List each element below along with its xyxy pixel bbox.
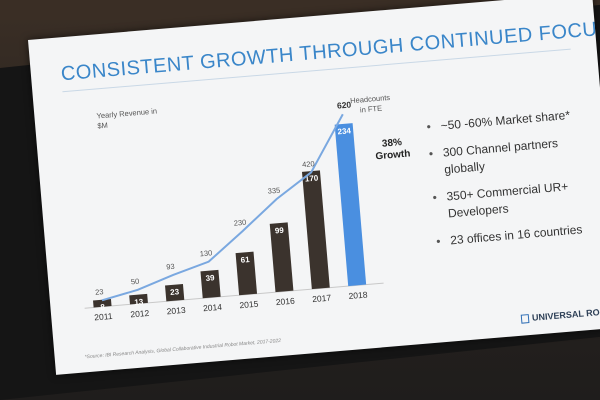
line-value-label-2018: 620 — [337, 99, 352, 110]
line-value-label-2013: 93 — [166, 262, 175, 272]
x-tick-label-2017: 2017 — [312, 293, 332, 305]
bar-value-label-2016: 99 — [275, 226, 285, 236]
bar-value-label-2014: 39 — [205, 273, 215, 283]
line-value-label-2011: 23 — [95, 287, 104, 297]
bar-2011 — [93, 298, 112, 308]
x-tick-label-2012: 2012 — [130, 308, 150, 320]
line-value-label-2015: 230 — [233, 218, 246, 228]
bar-2013 — [165, 283, 185, 302]
x-tick-label-2013: 2013 — [166, 305, 186, 317]
bullet-channel-partners: 300 Channel partners globally — [428, 131, 600, 179]
line-value-label-2016: 335 — [267, 186, 280, 196]
bar-value-label-2012: 13 — [134, 297, 144, 307]
bar-2015 — [235, 251, 258, 296]
bullet-offices: 23 offices in 16 countries — [436, 219, 600, 250]
bullet-market-share: ~50 -60% Market share* — [426, 105, 599, 136]
x-tick-label-2011: 2011 — [94, 311, 113, 323]
bar-2014 — [200, 269, 221, 299]
growth-annotation: 38%Growth — [374, 136, 411, 162]
universal-robots-logo: UNIVERSAL ROBOTS — [520, 305, 600, 324]
bar-2017 — [301, 170, 330, 290]
x-tick-label-2014: 2014 — [203, 302, 223, 314]
bar-value-label-2015: 61 — [240, 255, 250, 265]
bar-value-label-2013: 23 — [170, 287, 180, 297]
bar-series-label: Yearly Revenue in$M — [96, 106, 158, 130]
logo-text: UNIVERSAL ROBOTS — [531, 305, 600, 323]
x-tick-label-2018: 2018 — [348, 289, 368, 301]
line-value-label-2014: 130 — [199, 248, 212, 258]
bar-2016 — [269, 222, 294, 293]
line-value-label-2017: 420 — [302, 159, 315, 169]
bullet-developers: 350+ Commercial UR+ Developers — [432, 175, 600, 223]
bar-value-label-2011: 8 — [100, 302, 106, 311]
bar-2012 — [129, 293, 148, 305]
bullet-list: ~50 -60% Market share* 300 Channel partn… — [426, 105, 600, 261]
x-tick-label-2015: 2015 — [239, 299, 259, 311]
bar-value-label-2017: 170 — [305, 173, 320, 183]
line-series-label: Headcountsin FTE — [350, 93, 392, 115]
bar-2018 — [334, 123, 367, 287]
x-tick-label-2016: 2016 — [275, 296, 295, 308]
headcount-line — [101, 113, 344, 302]
ur-logo-icon — [520, 314, 530, 324]
line-value-label-2012: 50 — [131, 277, 140, 287]
presentation-slide: CONSISTENT GROWTH THROUGH CONTINUED FOCU… — [28, 0, 600, 375]
bar-value-label-2018: 234 — [337, 126, 352, 136]
